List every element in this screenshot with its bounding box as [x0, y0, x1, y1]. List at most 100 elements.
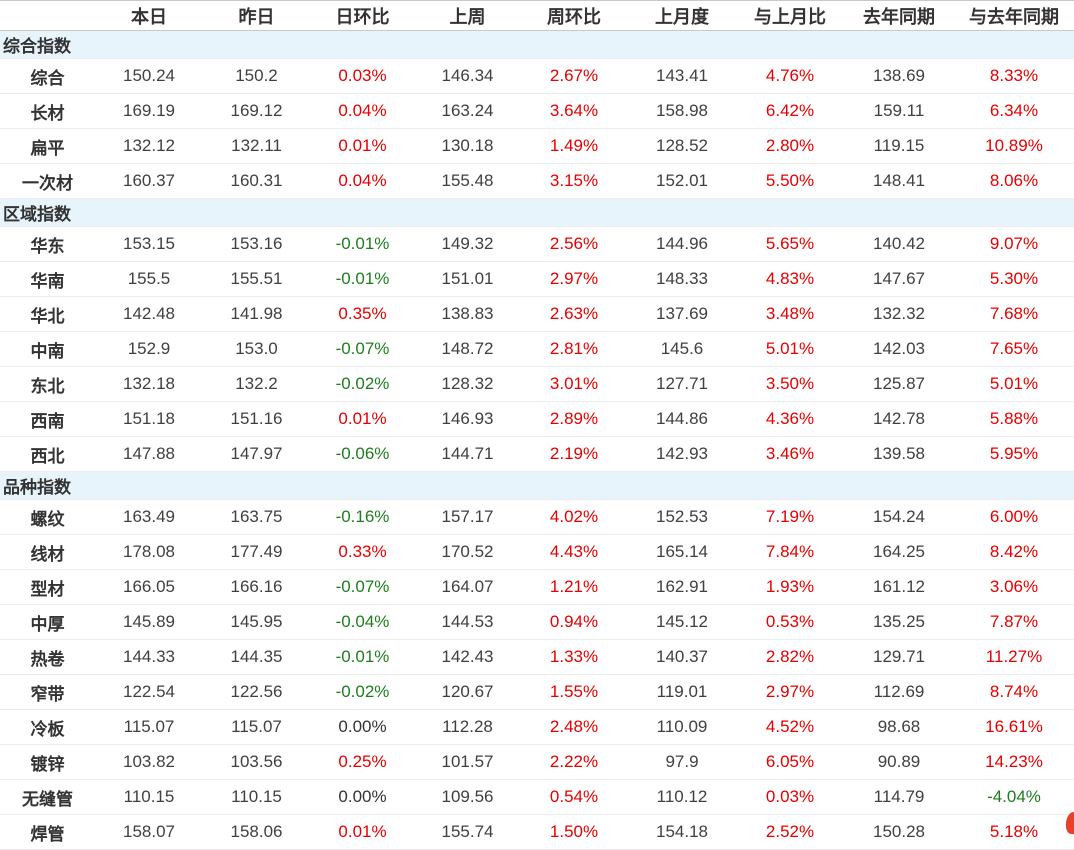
table-row: 华北 142.48 141.98 0.35% 138.83 2.63% 137.69 3.48…: [0, 296, 1074, 332]
pct-cell: 5.01%: [736, 331, 844, 367]
value-cell: 135.25: [844, 604, 954, 640]
value-cell: 103.56: [203, 744, 310, 780]
table-row: 冷板 115.07 115.07 0.00% 112.28 2.48% 110.09 4.52…: [0, 709, 1074, 745]
value-cell: 155.74: [415, 814, 520, 850]
pct-cell: 6.42%: [736, 93, 844, 129]
row-label: 螺纹: [0, 499, 95, 535]
row-label: 热卷: [0, 639, 95, 675]
value-cell: 119.01: [628, 674, 736, 710]
pct-cell: 3.48%: [736, 296, 844, 332]
value-cell: 148.33: [628, 261, 736, 297]
value-cell: 157.17: [415, 499, 520, 535]
value-cell: 163.49: [95, 499, 203, 535]
header-cell: 本日: [95, 0, 203, 31]
table-row: 螺纹 163.49 163.75 -0.16% 157.17 4.02% 152.53 7.1…: [0, 499, 1074, 535]
value-cell: 143.41: [628, 58, 736, 94]
value-cell: 144.96: [628, 226, 736, 262]
value-cell: 159.11: [844, 93, 954, 129]
pct-cell: 2.67%: [520, 58, 628, 94]
row-label: 华东: [0, 226, 95, 262]
pct-cell: 6.05%: [736, 744, 844, 780]
pct-cell: 0.53%: [736, 604, 844, 640]
value-cell: 178.08: [95, 534, 203, 570]
value-cell: 97.9: [628, 744, 736, 780]
pct-cell: 0.54%: [520, 779, 628, 815]
value-cell: 112.28: [415, 709, 520, 745]
pct-cell: 6.00%: [954, 499, 1074, 535]
value-cell: 145.6: [628, 331, 736, 367]
section-row: 品种指数: [0, 471, 1074, 500]
header-cell: 与去年同期: [954, 0, 1074, 31]
value-cell: 132.32: [844, 296, 954, 332]
pct-cell: 4.83%: [736, 261, 844, 297]
pct-cell: 5.18%: [954, 814, 1074, 850]
pct-cell: 7.87%: [954, 604, 1074, 640]
pct-cell: -0.01%: [310, 261, 415, 297]
pct-cell: 3.06%: [954, 569, 1074, 605]
pct-cell: 0.03%: [310, 58, 415, 94]
value-cell: 147.88: [95, 436, 203, 472]
table-row: 焊管 158.07 158.06 0.01% 155.74 1.50% 154.18 2.52…: [0, 814, 1074, 850]
row-label: 中厚: [0, 604, 95, 640]
pct-cell: 4.02%: [520, 499, 628, 535]
pct-cell: 2.81%: [520, 331, 628, 367]
value-cell: 145.12: [628, 604, 736, 640]
value-cell: 112.69: [844, 674, 954, 710]
pct-cell: -4.04%: [954, 779, 1074, 815]
row-label: 型材: [0, 569, 95, 605]
table-row: 线材 178.08 177.49 0.33% 170.52 4.43% 165.14 7.84…: [0, 534, 1074, 570]
table-body: 综合指数 综合 150.24 150.2 0.03% 146.34 2.67% 143.41 4…: [0, 30, 1074, 850]
value-cell: 110.12: [628, 779, 736, 815]
value-cell: 142.78: [844, 401, 954, 437]
value-cell: 146.34: [415, 58, 520, 94]
header-cell: 上月度: [628, 0, 736, 31]
table-row: 无缝管 110.15 110.15 0.00% 109.56 0.54% 110.12 0.0…: [0, 779, 1074, 815]
table-row: 窄带 122.54 122.56 -0.02% 120.67 1.55% 119.01 2.9…: [0, 674, 1074, 710]
pct-cell: 11.27%: [954, 639, 1074, 675]
value-cell: 110.15: [95, 779, 203, 815]
pct-cell: 2.52%: [736, 814, 844, 850]
value-cell: 158.98: [628, 93, 736, 129]
value-cell: 163.24: [415, 93, 520, 129]
value-cell: 144.71: [415, 436, 520, 472]
table-header: 本日 昨日 日环比 上周 周环比 上月度 与上月比 去年同期 与去年同期: [0, 0, 1074, 31]
table-row: 中南 152.9 153.0 -0.07% 148.72 2.81% 145.6 5.01% 1…: [0, 331, 1074, 367]
pct-cell: 7.68%: [954, 296, 1074, 332]
row-label: 西北: [0, 436, 95, 472]
value-cell: 109.56: [415, 779, 520, 815]
value-cell: 169.12: [203, 93, 310, 129]
value-cell: 152.53: [628, 499, 736, 535]
value-cell: 144.35: [203, 639, 310, 675]
pct-cell: 0.00%: [310, 779, 415, 815]
row-label: 西南: [0, 401, 95, 437]
section-row: 综合指数: [0, 30, 1074, 59]
pct-cell: 2.56%: [520, 226, 628, 262]
value-cell: 140.42: [844, 226, 954, 262]
value-cell: 152.01: [628, 163, 736, 199]
value-cell: 122.56: [203, 674, 310, 710]
pct-cell: 7.19%: [736, 499, 844, 535]
table-row: 综合 150.24 150.2 0.03% 146.34 2.67% 143.41 4.76%…: [0, 58, 1074, 94]
pct-cell: 4.36%: [736, 401, 844, 437]
value-cell: 154.24: [844, 499, 954, 535]
pct-cell: -0.07%: [310, 569, 415, 605]
pct-cell: 10.89%: [954, 128, 1074, 164]
row-label: 无缝管: [0, 779, 95, 815]
pct-cell: 0.94%: [520, 604, 628, 640]
pct-cell: 2.89%: [520, 401, 628, 437]
value-cell: 137.69: [628, 296, 736, 332]
pct-cell: 0.03%: [736, 779, 844, 815]
pct-cell: 5.88%: [954, 401, 1074, 437]
value-cell: 154.18: [628, 814, 736, 850]
header-cell: 上周: [415, 0, 520, 31]
value-cell: 142.93: [628, 436, 736, 472]
pct-cell: -0.16%: [310, 499, 415, 535]
value-cell: 151.18: [95, 401, 203, 437]
value-cell: 164.07: [415, 569, 520, 605]
pct-cell: -0.07%: [310, 331, 415, 367]
pct-cell: 1.50%: [520, 814, 628, 850]
pct-cell: 1.93%: [736, 569, 844, 605]
pct-cell: 3.15%: [520, 163, 628, 199]
value-cell: 141.98: [203, 296, 310, 332]
pct-cell: 2.19%: [520, 436, 628, 472]
